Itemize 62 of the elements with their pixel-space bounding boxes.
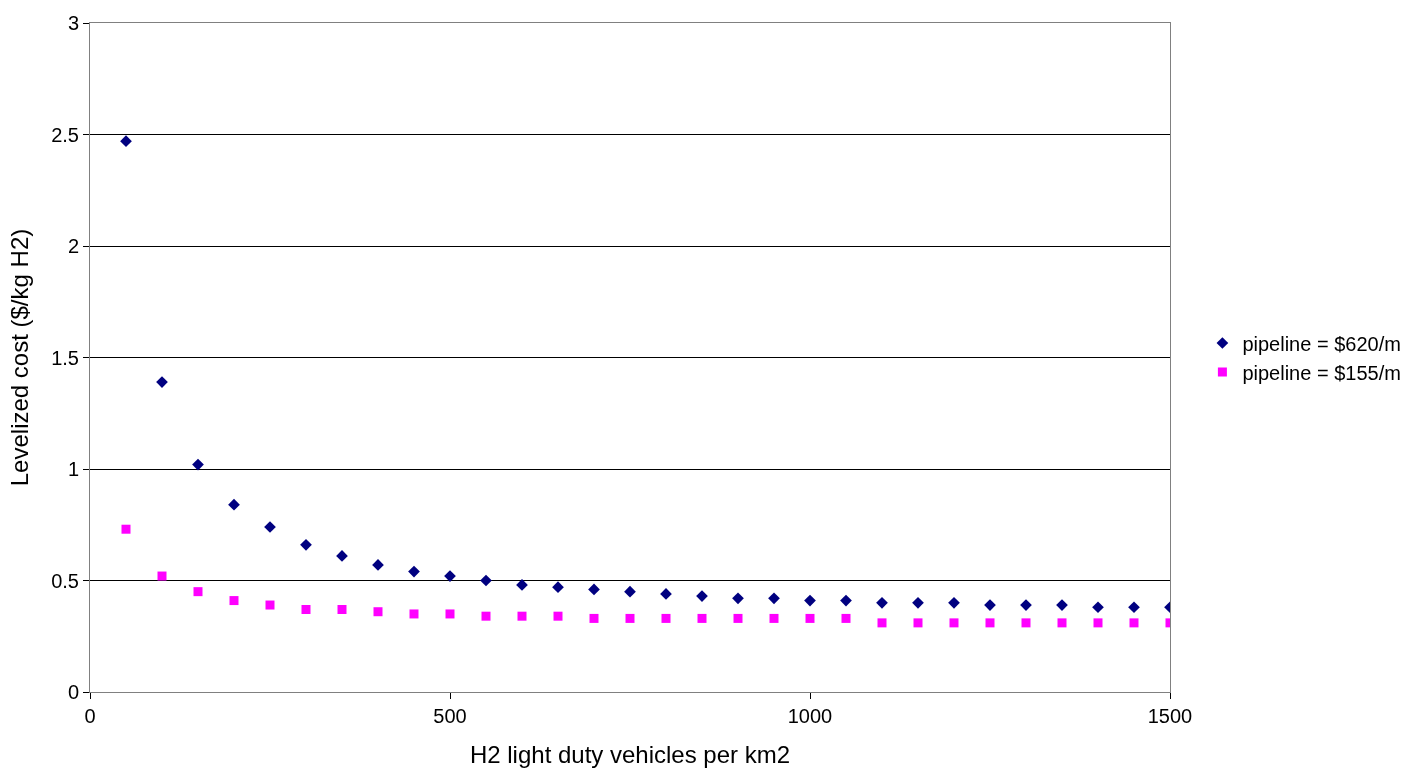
point	[948, 596, 960, 609]
point	[985, 618, 995, 628]
legend-label: pipeline = $620/m	[1242, 332, 1401, 355]
y-tick-label: 1.5	[51, 346, 79, 369]
point	[913, 618, 923, 628]
y-tick-label: 3	[67, 12, 79, 34]
point	[625, 613, 635, 623]
point	[193, 587, 203, 597]
point	[588, 583, 600, 596]
point	[553, 611, 563, 621]
point	[229, 596, 239, 606]
point	[337, 604, 347, 614]
point	[805, 613, 815, 623]
point	[732, 592, 744, 605]
point	[768, 592, 780, 605]
x-tick-label: 500	[433, 705, 467, 727]
point	[733, 613, 743, 623]
y-tick-label: 0.5	[51, 569, 79, 592]
point	[445, 609, 455, 619]
point	[876, 596, 888, 609]
point	[1021, 618, 1031, 628]
point	[300, 538, 312, 551]
point	[552, 581, 564, 594]
point	[120, 135, 132, 148]
point	[192, 458, 204, 471]
point	[589, 613, 599, 623]
point	[1129, 618, 1139, 628]
point	[1092, 601, 1104, 614]
point	[1057, 618, 1067, 628]
point	[841, 613, 851, 623]
point	[157, 571, 167, 581]
point	[840, 594, 852, 607]
point	[877, 618, 887, 628]
point	[697, 613, 707, 623]
legend-label: pipeline = $155/m	[1242, 361, 1401, 384]
point	[481, 611, 491, 621]
point	[480, 574, 492, 587]
point	[1093, 618, 1103, 628]
y-tick-label: 2.5	[51, 123, 79, 146]
y-axis-title: Levelized cost ($/kg H2)	[6, 228, 34, 487]
point	[265, 600, 275, 610]
point	[373, 607, 383, 617]
x-tick-label: 1500	[1147, 705, 1193, 727]
point	[804, 594, 816, 607]
point	[624, 585, 636, 598]
point	[408, 565, 420, 578]
x-tick-label: 1000	[787, 705, 833, 727]
y-tick-label: 2	[67, 235, 79, 257]
x-axis-title: H2 light duty vehicles per km2	[469, 741, 791, 769]
y-tick-label: 1	[67, 458, 79, 480]
point	[912, 596, 924, 609]
point	[409, 609, 419, 619]
point	[769, 613, 779, 623]
point	[661, 613, 671, 623]
point	[121, 524, 131, 534]
point	[228, 498, 240, 511]
y-tick-label: 0	[67, 681, 79, 703]
x-tick-label: 0	[84, 705, 96, 727]
point	[301, 604, 311, 614]
point	[949, 618, 959, 628]
point	[1128, 601, 1140, 614]
point	[517, 611, 527, 621]
